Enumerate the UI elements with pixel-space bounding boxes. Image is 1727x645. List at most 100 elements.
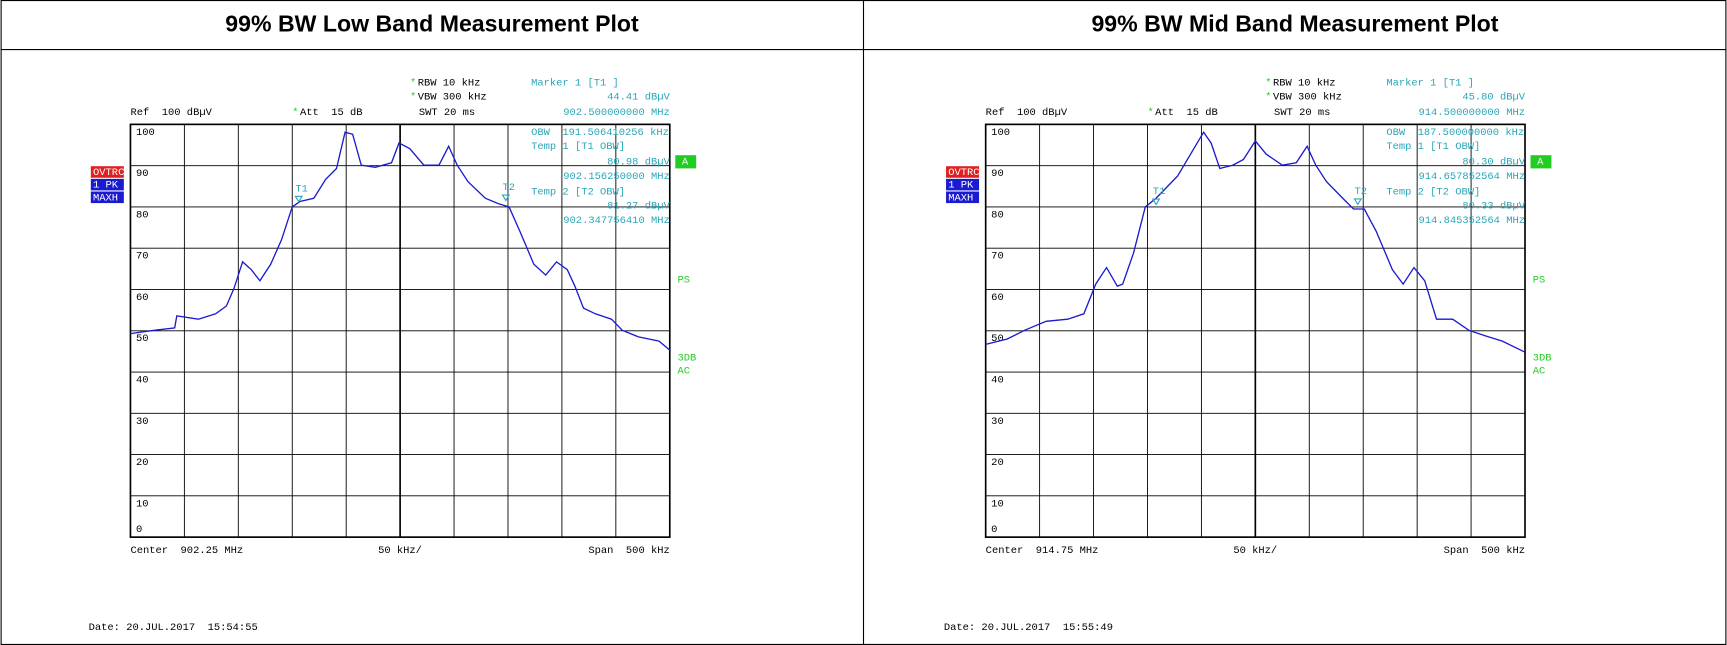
flag: * — [1265, 77, 1271, 89]
ref-level: Ref 100 dBµV — [130, 107, 212, 119]
flag: * — [410, 77, 416, 89]
y-tick-label: 50 — [991, 333, 1004, 345]
obw-info: Temp 2 [T2 OBW] — [1386, 186, 1480, 198]
status-badge — [90, 178, 124, 191]
y-tick-label: 30 — [991, 416, 1004, 428]
status-label: PS — [677, 274, 690, 286]
marker-symbol — [294, 195, 303, 203]
status-label: 3DB — [1533, 352, 1552, 364]
y-tick-label: 0 — [991, 524, 997, 536]
rbw: RBW 10 kHz — [1273, 77, 1336, 89]
vbw: VBW 300 kHz — [1273, 92, 1342, 104]
y-tick-label: 90 — [136, 168, 149, 180]
status-label: 1 PK — [948, 180, 974, 192]
date: Date: 20.JUL.2017 15:55:49 — [944, 622, 1113, 634]
obw-info: OBW 187.500000000 kHz — [1386, 127, 1524, 139]
y-tick-label: 70 — [136, 251, 149, 263]
obw-info: 914.845352564 MHz — [1419, 215, 1525, 227]
obw-info: 80.98 dBµV — [607, 157, 670, 169]
ref-level: Ref 100 dBµV — [986, 107, 1068, 119]
y-tick-label: 10 — [991, 498, 1004, 510]
plot-title: 99% BW Low Band Measurement Plot — [225, 10, 639, 36]
y-tick-label: 40 — [136, 375, 149, 387]
status-label: A — [1537, 157, 1544, 169]
status-label: MAXH — [948, 192, 973, 204]
status-label: AC — [1533, 366, 1546, 378]
trace — [130, 131, 671, 351]
flag: * — [292, 107, 298, 119]
status-label: 1 PK — [93, 180, 119, 192]
obw-info: Temp 2 [T2 OBW] — [531, 186, 625, 198]
sweep-time: SWT 20 ms — [1274, 107, 1330, 119]
status-badge — [675, 155, 697, 169]
marker-info: 902.500000000 MHz — [563, 107, 669, 119]
status-badge — [1530, 155, 1552, 169]
trace — [985, 130, 1526, 353]
status-badge — [90, 166, 124, 178]
vbw: VBW 300 kHz — [418, 92, 487, 104]
division: 50 kHz/ — [1233, 545, 1277, 557]
rbw: RBW 10 kHz — [418, 77, 481, 89]
status-label: PS — [1533, 274, 1546, 286]
y-tick-label: 20 — [136, 457, 149, 469]
marker-label: T2 — [503, 182, 516, 194]
marker-symbol — [1151, 198, 1161, 206]
status-label: OVTRC — [93, 167, 124, 179]
status-label: MAXH — [93, 192, 118, 204]
y-tick-label: 60 — [136, 292, 149, 304]
marker-symbol — [1353, 198, 1363, 206]
plot-title: 99% BW Mid Band Measurement Plot — [1091, 10, 1498, 36]
obw-info: Temp 1 [T1 OBW] — [531, 141, 625, 153]
marker-symbol — [501, 194, 511, 202]
span: Span 500 kHz — [1444, 545, 1525, 557]
obw-info: 80.30 dBµV — [1462, 157, 1525, 169]
status-label: AC — [677, 366, 690, 378]
marker-info: 914.500000000 MHz — [1419, 107, 1525, 119]
status-badge — [90, 191, 124, 204]
status-label: 3DB — [677, 352, 696, 364]
y-tick-label: 0 — [136, 524, 142, 536]
obw-info: OBW 191.506410256 kHz — [531, 127, 669, 139]
attenuation: Att 15 dB — [300, 107, 363, 119]
span: Span 500 kHz — [588, 545, 669, 557]
obw-info: 80.33 dBµV — [1462, 201, 1525, 213]
y-tick-label: 50 — [136, 333, 149, 345]
date: Date: 20.JUL.2017 15:54:55 — [89, 622, 258, 634]
attenuation: Att 15 dB — [1155, 107, 1218, 119]
center-freq: Center 902.25 MHz — [130, 545, 243, 557]
obw-info: 902.347756410 MHz — [563, 215, 669, 227]
y-tick-label: 90 — [991, 168, 1004, 180]
obw-info: 902.156250000 MHz — [563, 171, 669, 183]
center-freq: Center 914.75 MHz — [986, 545, 1099, 557]
flag: * — [410, 92, 416, 104]
marker-label: T1 — [295, 183, 308, 195]
y-tick-label: 60 — [991, 292, 1004, 304]
status-label: A — [682, 157, 689, 169]
marker-info: 45.80 dBµV — [1462, 92, 1525, 104]
y-tick-label: 100 — [136, 127, 155, 139]
marker-info: Marker 1 [T1 ] — [1386, 77, 1474, 89]
status-badge — [946, 191, 980, 204]
status-badge — [946, 178, 980, 191]
y-tick-label: 100 — [991, 127, 1010, 139]
marker-info: Marker 1 [T1 ] — [531, 77, 619, 89]
obw-info: 81.27 dBµV — [607, 201, 670, 213]
division: 50 kHz/ — [378, 545, 422, 557]
marker-info: 44.41 dBµV — [607, 92, 670, 104]
sweep-time: SWT 20 ms — [419, 107, 475, 119]
y-tick-label: 80 — [136, 209, 149, 221]
marker-label: T2 — [1355, 186, 1368, 198]
y-tick-label: 10 — [136, 498, 149, 510]
marker-label: T1 — [1153, 186, 1166, 198]
y-tick-label: 70 — [991, 251, 1004, 263]
status-label: OVTRC — [948, 167, 979, 179]
status-badge — [946, 166, 980, 178]
y-tick-label: 20 — [991, 457, 1004, 469]
obw-info: 914.657852564 MHz — [1419, 171, 1525, 183]
y-tick-label: 30 — [136, 416, 149, 428]
y-tick-label: 80 — [991, 209, 1004, 221]
obw-info: Temp 1 [T1 OBW] — [1386, 141, 1480, 153]
flag: * — [1265, 92, 1271, 104]
y-tick-label: 40 — [991, 375, 1004, 387]
